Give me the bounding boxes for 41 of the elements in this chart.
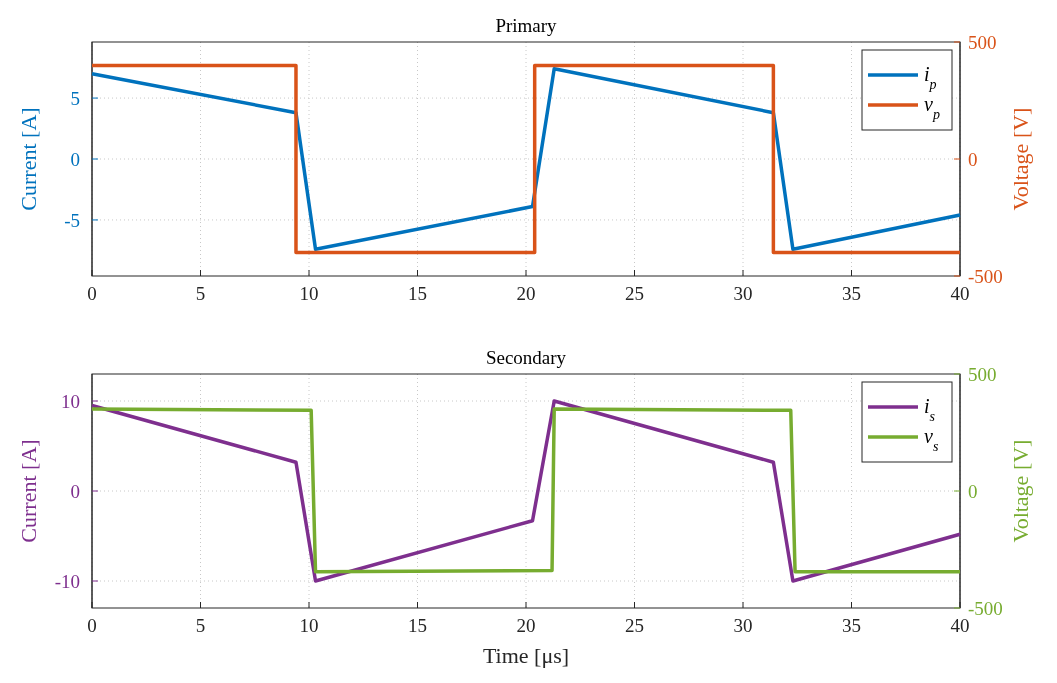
y-tick-label: 5 bbox=[70, 88, 80, 110]
x-tick-label: 30 bbox=[733, 283, 753, 304]
x-tick-label: 35 bbox=[842, 283, 861, 304]
y-tick-label: -10 bbox=[54, 571, 80, 592]
x-tick-label: 5 bbox=[195, 615, 206, 636]
x-tick-label: 10 bbox=[299, 283, 319, 304]
x-axis-title: Time [μs] bbox=[482, 643, 570, 668]
y-tick-label: 0 bbox=[70, 149, 80, 170]
x-tick-label: 30 bbox=[733, 615, 753, 636]
x-tick-label: 20 bbox=[516, 283, 536, 304]
y-tick-label: 10 bbox=[61, 391, 80, 412]
x-tick-label: 0 bbox=[87, 615, 97, 636]
y2-tick-label: -500 bbox=[968, 598, 1003, 619]
y2-tick-label: 0 bbox=[968, 149, 978, 170]
chart-title: Secondary bbox=[485, 347, 567, 368]
y2-tick-label: 0 bbox=[968, 481, 978, 502]
x-tick-label: 25 bbox=[625, 283, 644, 304]
x-tick-label: 20 bbox=[516, 615, 536, 636]
x-tick-label: 5 bbox=[195, 283, 206, 304]
y2-tick-label: -500 bbox=[968, 266, 1003, 287]
y-tick-label: 0 bbox=[70, 481, 80, 502]
legend-label: i$_{s}$ bbox=[924, 395, 936, 424]
legend-label: v$_{s}$ bbox=[924, 425, 939, 454]
legend-label: v$_{p}$ bbox=[924, 93, 940, 122]
x-tick-label: 15 bbox=[408, 283, 427, 304]
x-tick-label: 40 bbox=[950, 283, 970, 304]
y2-axis-title: Voltage [V] bbox=[1008, 439, 1033, 543]
x-tick-label: 10 bbox=[299, 615, 319, 636]
y-tick-label: -5 bbox=[64, 209, 80, 231]
y2-axis-title: Voltage [V] bbox=[1008, 107, 1033, 211]
x-tick-label: 15 bbox=[408, 615, 427, 636]
y2-tick-label: 500 bbox=[968, 364, 997, 385]
x-tick-label: 25 bbox=[625, 615, 644, 636]
chart-title: Primary bbox=[495, 15, 558, 36]
x-tick-label: 35 bbox=[842, 615, 861, 636]
y-axis-title: Current [A] bbox=[16, 107, 41, 211]
x-tick-label: 40 bbox=[950, 615, 970, 636]
legend-label: i$_{p}$ bbox=[924, 63, 937, 92]
y-axis-title: Current [A] bbox=[16, 439, 41, 543]
y2-tick-label: 500 bbox=[968, 32, 997, 53]
x-tick-label: 0 bbox=[87, 283, 97, 304]
